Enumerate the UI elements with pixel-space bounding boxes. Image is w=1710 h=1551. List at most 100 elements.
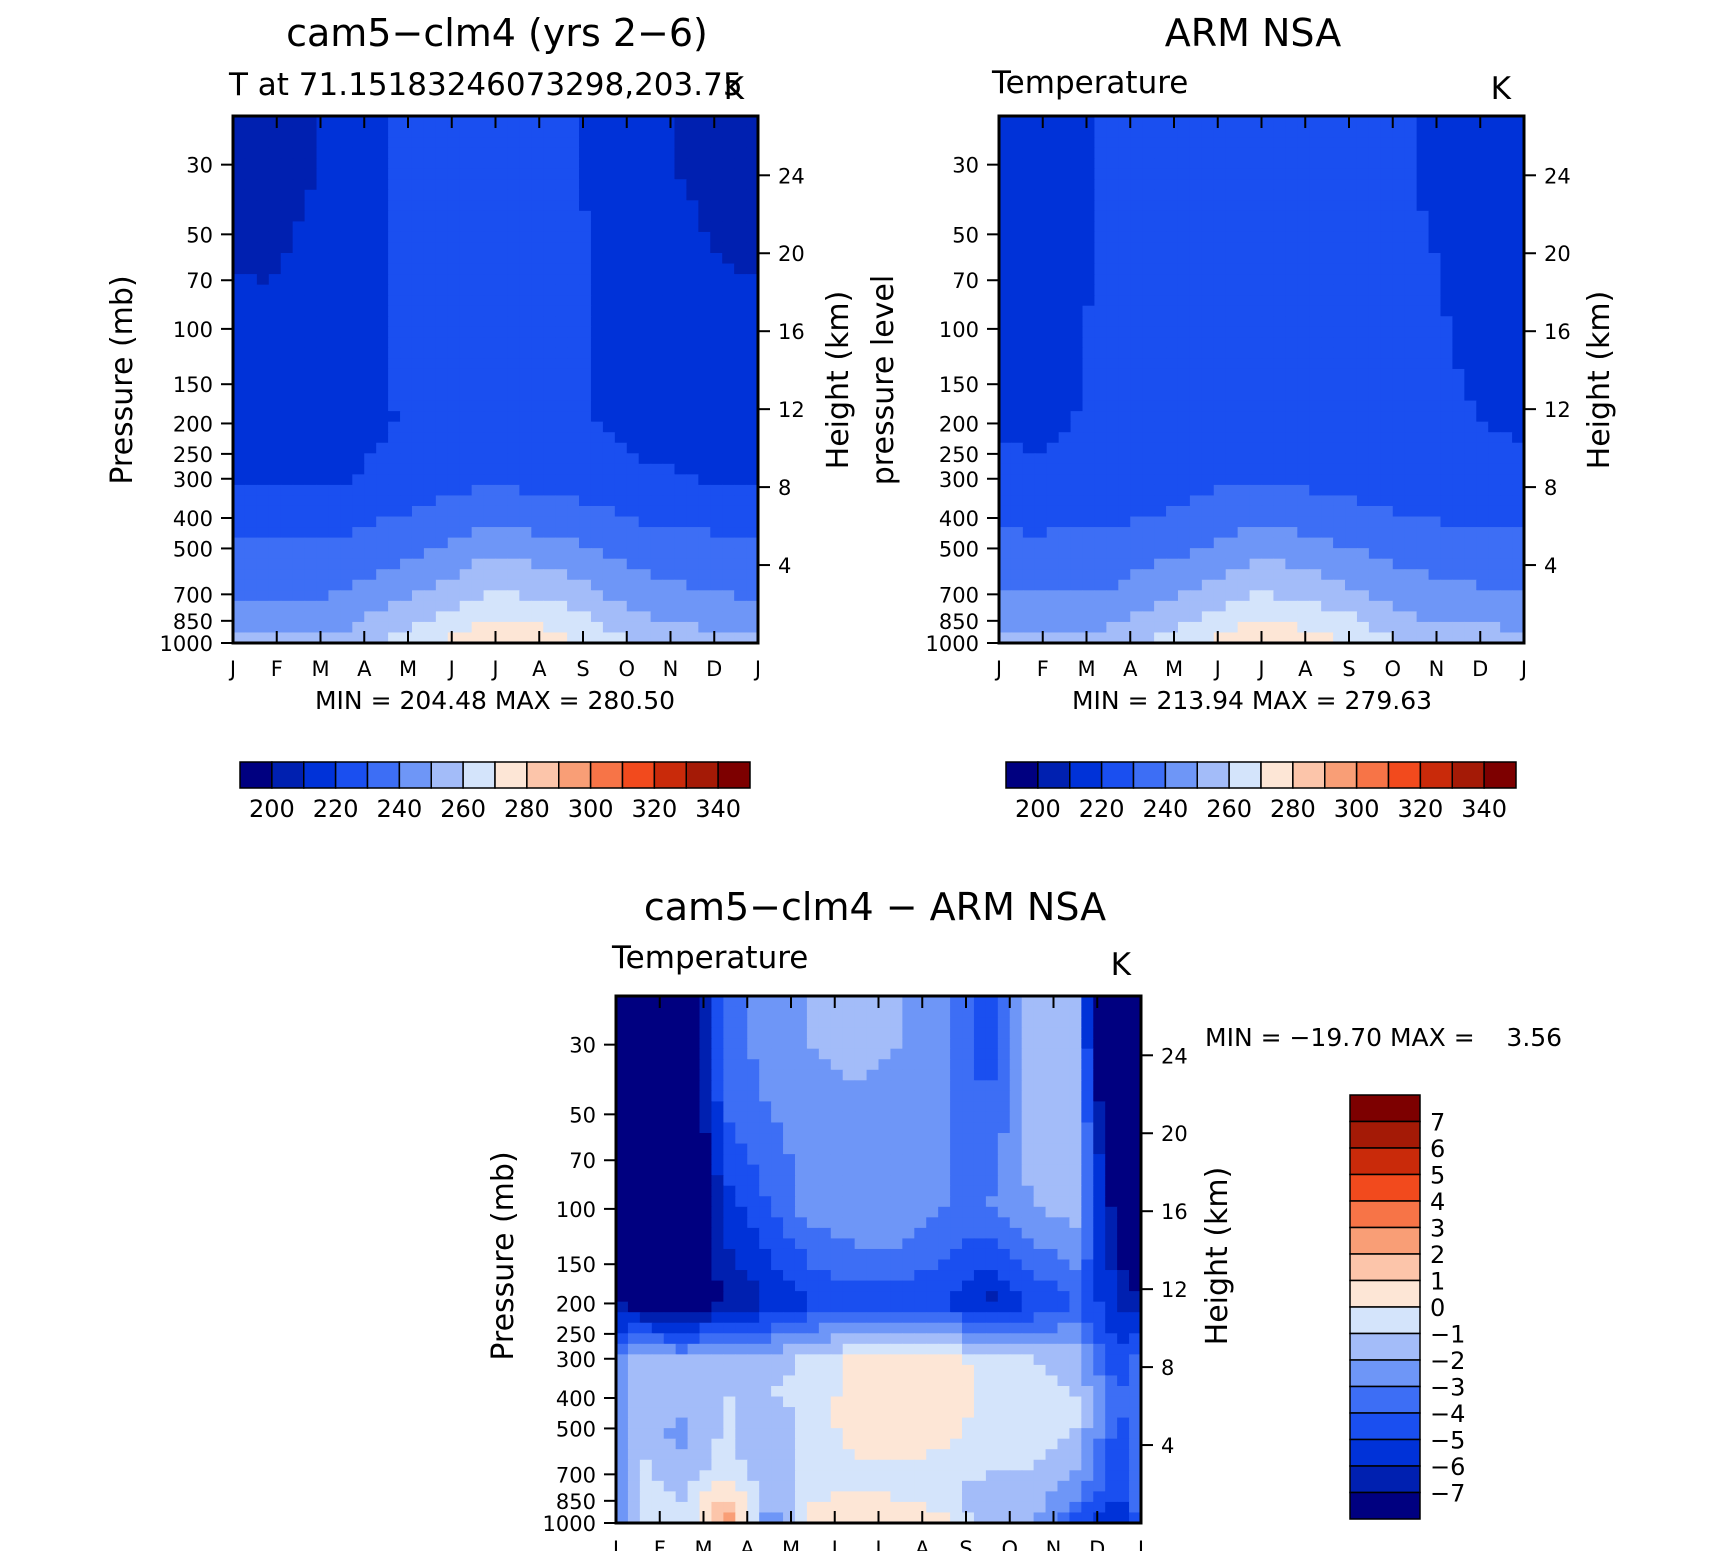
contour-cell [256, 600, 270, 612]
contour-cell [1500, 495, 1513, 507]
contour-cell [1368, 168, 1382, 180]
contour-cell [244, 474, 258, 486]
contour-cell [590, 179, 604, 191]
contour-cell [531, 116, 544, 128]
contour-cell [1416, 548, 1430, 560]
contour-cell [1189, 569, 1203, 581]
contour-cell [435, 116, 449, 128]
contour-cell [1249, 463, 1263, 475]
contour-cell [1452, 284, 1465, 296]
contour-cell [411, 358, 425, 370]
contour-cell [376, 126, 389, 138]
contour-cell [590, 558, 604, 570]
contour-cell [1034, 379, 1048, 391]
contour-cell [1261, 632, 1275, 644]
contour-cell [722, 231, 735, 244]
contour-cell [531, 527, 544, 539]
contour-cell [1380, 611, 1394, 623]
contour-cell [1416, 295, 1430, 307]
contour-cell [1154, 516, 1167, 528]
contour-cell [1129, 1027, 1142, 1039]
contour-cell [244, 463, 258, 475]
contour-cell [818, 1059, 832, 1071]
contour-cell [627, 1006, 641, 1018]
contour-cell [650, 516, 664, 528]
contour-cell [614, 632, 628, 644]
contour-cell [663, 996, 677, 1008]
contour-cell [364, 379, 377, 391]
contour-cell [1321, 474, 1334, 486]
contour-cell [1404, 368, 1418, 381]
contour-cell [1046, 579, 1060, 591]
contour-cell [1225, 210, 1239, 222]
contour-cell [1058, 569, 1072, 581]
contour-cell [1225, 158, 1239, 170]
contour-cell [244, 548, 258, 560]
contour-cell [400, 158, 413, 170]
contour-cell [902, 1048, 915, 1060]
contour-cell [1368, 505, 1382, 518]
contour-cell [543, 168, 556, 180]
contour-cell [1512, 463, 1525, 475]
contour-cell [1082, 179, 1096, 191]
contour-cell [698, 474, 711, 486]
contour-cell [1440, 558, 1454, 570]
contour-cell [1261, 358, 1275, 370]
contour-cell [1452, 358, 1465, 370]
contour-cell [1130, 432, 1143, 444]
contour-cell [602, 390, 616, 402]
contour-cell [495, 495, 509, 507]
contour-cell [1416, 221, 1430, 233]
contour-cell [364, 390, 377, 402]
contour-cell [364, 590, 377, 602]
contour-cell [722, 337, 735, 349]
contour-cell [639, 1069, 653, 1081]
contour-cell [1010, 600, 1024, 612]
contour-cell [1106, 137, 1119, 149]
contour-cell [1106, 484, 1119, 497]
contour-cell [555, 295, 568, 307]
contour-cell [1022, 516, 1036, 528]
contour-cell [531, 210, 544, 222]
contour-cell [1058, 400, 1072, 412]
contour-cell [531, 337, 544, 349]
contour-cell [1368, 453, 1382, 465]
contour-cell [1440, 590, 1454, 602]
contour-cell [1476, 390, 1489, 402]
contour-cell [1464, 368, 1477, 381]
contour-cell [1166, 337, 1179, 349]
contour-cell [1476, 200, 1489, 212]
contour-cell [1452, 621, 1465, 634]
contour-cell [1512, 453, 1525, 465]
contour-cell [962, 1059, 975, 1071]
contour-cell [268, 368, 282, 381]
contour-cell [1464, 189, 1477, 201]
contour-cell [459, 453, 473, 465]
contour-cell [626, 400, 640, 412]
contour-cell [471, 326, 485, 338]
contour-cell [1225, 274, 1239, 286]
contour-cell [1440, 210, 1454, 222]
contour-cell [794, 1017, 808, 1029]
contour-cell [602, 337, 616, 349]
contour-cell [1189, 221, 1203, 233]
contour-cell [1189, 158, 1203, 170]
contour-cell [1129, 1017, 1142, 1029]
contour-cell [447, 474, 461, 486]
contour-cell [244, 295, 258, 307]
contour-cell [1142, 137, 1155, 149]
contour-cell [1118, 484, 1131, 497]
contour-cell [1380, 221, 1394, 233]
contour-cell [459, 179, 473, 191]
contour-cell [1273, 305, 1286, 317]
contour-cell [567, 411, 580, 423]
contour-cell [519, 400, 532, 412]
contour-cell [818, 1048, 832, 1060]
colorbar-swatch [334, 761, 369, 789]
contour-cell [1237, 495, 1251, 507]
contour-cell [662, 442, 676, 454]
contour-cell [686, 421, 699, 433]
contour-cell [1285, 537, 1298, 549]
contour-cell [1213, 516, 1227, 528]
contour-cell [1476, 316, 1489, 328]
